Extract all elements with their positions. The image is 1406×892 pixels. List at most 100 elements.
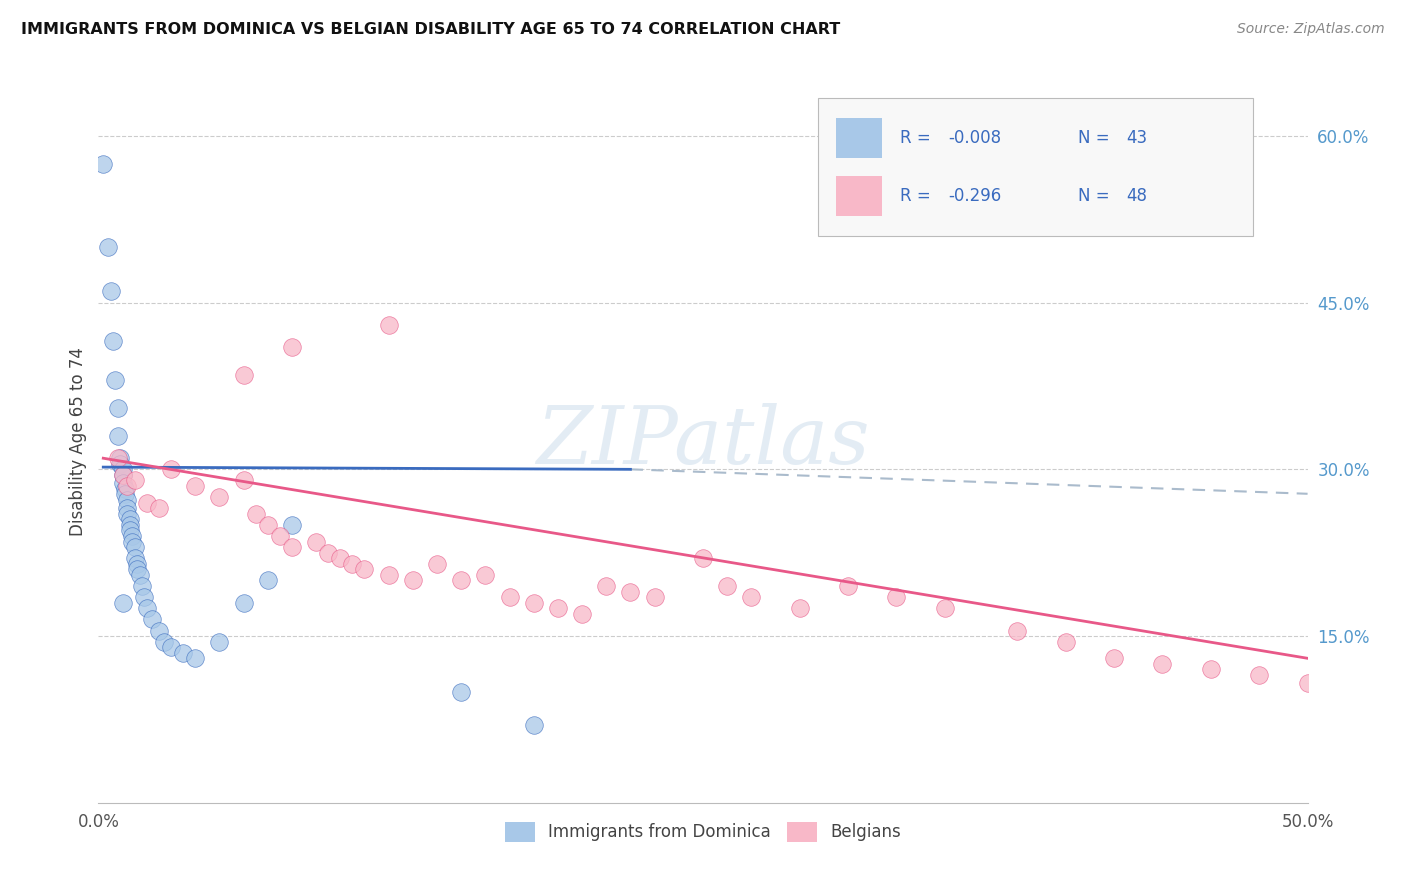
Point (245, 507, 267, 521)
Point (644, 590, 666, 604)
Point (329, 551, 352, 566)
Point (498, 590, 520, 604)
Point (837, 579, 859, 593)
Point (619, 584, 641, 599)
Point (148, 624, 170, 638)
Point (121, 529, 143, 543)
Point (111, 596, 134, 610)
Text: ZIPatlas: ZIPatlas (536, 403, 870, 480)
Point (1007, 624, 1029, 638)
Point (353, 562, 375, 576)
Bar (837, 119, 882, 158)
Point (124, 474, 146, 488)
Point (135, 496, 157, 510)
Point (118, 517, 141, 532)
Point (426, 557, 449, 571)
Point (450, 684, 472, 698)
Point (127, 562, 149, 576)
Point (547, 601, 569, 615)
Point (886, 590, 908, 604)
Text: N =: N = (1078, 129, 1115, 147)
Point (148, 501, 170, 516)
Point (107, 401, 129, 416)
Point (269, 529, 291, 543)
Point (100, 285, 122, 299)
Point (740, 590, 762, 604)
Text: IMMIGRANTS FROM DOMINICA VS BELGIAN DISABILITY AGE 65 TO 74 CORRELATION CHART: IMMIGRANTS FROM DOMINICA VS BELGIAN DISA… (21, 22, 841, 37)
Point (118, 512, 141, 526)
Text: -0.296: -0.296 (949, 187, 1001, 205)
Point (316, 546, 339, 560)
Point (172, 646, 194, 660)
Point (97, 240, 120, 254)
Text: R =: R = (900, 187, 936, 205)
Point (208, 634, 231, 648)
Point (108, 457, 131, 471)
Point (305, 534, 328, 549)
Point (184, 651, 207, 665)
Point (160, 462, 183, 476)
Point (402, 574, 425, 588)
Text: 48: 48 (1126, 187, 1147, 205)
Point (111, 475, 134, 490)
Point (107, 429, 129, 443)
Point (281, 340, 304, 354)
Text: N =: N = (1078, 187, 1115, 205)
Point (1152, 657, 1174, 671)
Point (716, 579, 738, 593)
Point (117, 507, 139, 521)
Point (104, 373, 127, 387)
Point (789, 601, 811, 615)
Point (1296, 675, 1319, 690)
Point (91, 156, 114, 170)
Point (474, 568, 496, 582)
Point (152, 634, 174, 648)
Text: -0.008: -0.008 (949, 129, 1001, 147)
Point (117, 493, 139, 508)
Point (523, 596, 546, 610)
Y-axis label: Disability Age 65 to 74: Disability Age 65 to 74 (69, 347, 87, 536)
Legend: Immigrants from Dominica, Belgians: Immigrants from Dominica, Belgians (498, 815, 908, 848)
Point (377, 318, 399, 332)
Point (595, 579, 617, 593)
Point (135, 601, 157, 615)
Point (128, 568, 150, 582)
Point (124, 551, 146, 566)
Text: R =: R = (900, 129, 936, 147)
Point (523, 718, 546, 732)
Point (121, 534, 143, 549)
Text: 43: 43 (1126, 129, 1147, 147)
Point (131, 579, 153, 593)
Point (1054, 634, 1077, 648)
Point (111, 467, 134, 482)
Point (114, 483, 136, 497)
Point (127, 557, 149, 571)
Point (450, 574, 472, 588)
Point (134, 590, 156, 604)
Point (281, 540, 304, 554)
FancyBboxPatch shape (818, 98, 1253, 235)
Point (377, 568, 399, 582)
Point (281, 517, 304, 532)
Point (101, 334, 124, 349)
Point (1249, 668, 1271, 682)
Point (117, 479, 139, 493)
Point (1199, 662, 1222, 676)
Point (184, 479, 207, 493)
Point (141, 612, 163, 626)
Point (232, 474, 254, 488)
Bar (837, 176, 882, 216)
Point (208, 490, 231, 504)
Point (1102, 651, 1125, 665)
Point (934, 601, 956, 615)
Text: Source: ZipAtlas.com: Source: ZipAtlas.com (1237, 22, 1385, 37)
Point (692, 551, 714, 566)
Point (342, 557, 364, 571)
Point (160, 640, 183, 655)
Point (118, 524, 141, 538)
Point (111, 467, 134, 482)
Point (256, 517, 278, 532)
Point (117, 501, 139, 516)
Point (232, 368, 254, 382)
Point (232, 596, 254, 610)
